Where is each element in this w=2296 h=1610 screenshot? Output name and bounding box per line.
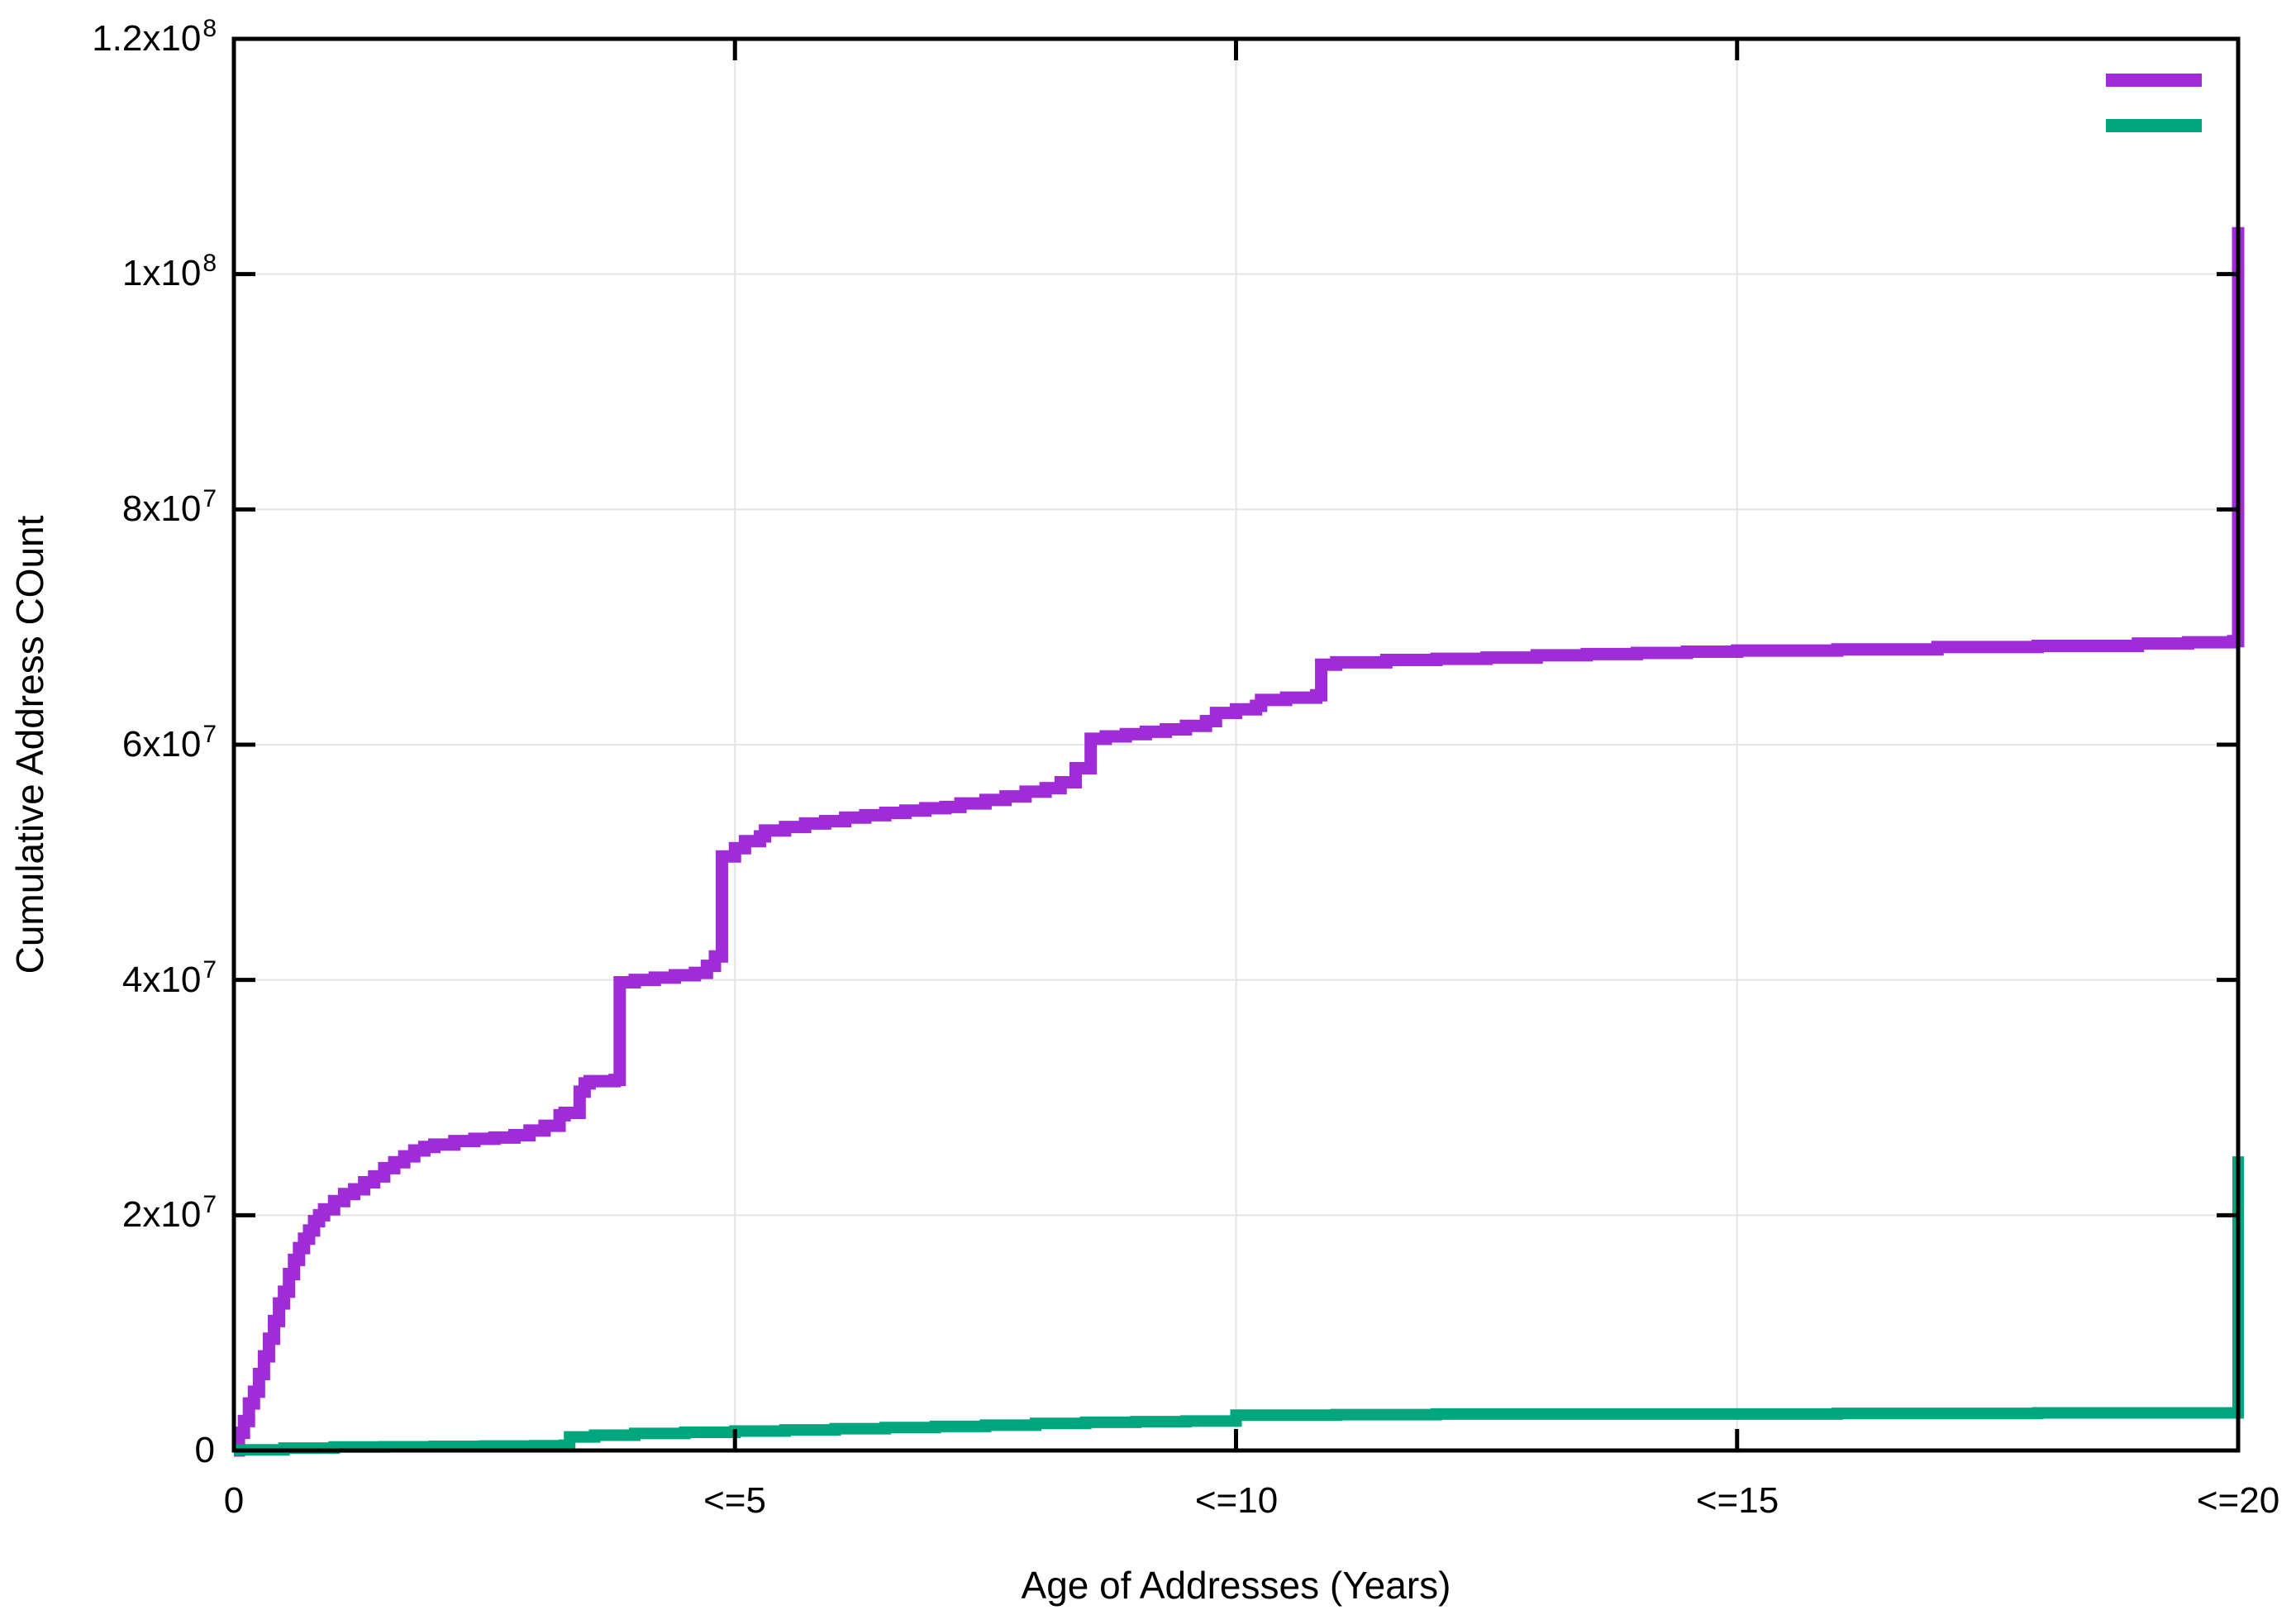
y-tick-exponent: 7 (202, 485, 217, 512)
x-tick-label: 0 (223, 1480, 245, 1521)
y-tick-text: 0 (194, 1430, 215, 1470)
y-tick-text: 1x10 (121, 253, 202, 293)
legend-swatch-transfer (2106, 119, 2202, 132)
y-tick-text: 1.2x10 (92, 18, 202, 59)
x-tick-label: <=20 (2196, 1480, 2280, 1521)
x-axis-title: Age of Addresses (Years) (1021, 1564, 1451, 1607)
x-tick-label: <=15 (1695, 1480, 1779, 1521)
x-tick-label: <=5 (703, 1480, 766, 1521)
y-tick-exponent: 7 (202, 1191, 217, 1218)
legend-swatch-advertised (2106, 74, 2202, 87)
y-tick-label: 0 (195, 1426, 217, 1475)
y-tick-text: 2x10 (121, 1194, 202, 1235)
y-tick-label: 8x107 (122, 484, 217, 534)
y-tick-exponent: 8 (202, 15, 217, 42)
y-tick-label: 1x108 (122, 249, 217, 298)
y-tick-exponent: 8 (202, 250, 217, 277)
y-axis-title-text: Cumulative Address COunt (8, 515, 51, 974)
y-tick-exponent: 7 (202, 956, 217, 984)
y-tick-label: 4x107 (122, 955, 217, 1005)
y-tick-text: 4x10 (121, 960, 202, 1000)
y-tick-text: 8x10 (121, 488, 202, 529)
y-tick-label: 1.2x108 (92, 14, 217, 64)
x-tick-label: <=10 (1194, 1480, 1279, 1521)
y-tick-label: 6x107 (122, 720, 217, 769)
y-tick-text: 6x10 (121, 724, 202, 765)
y-tick-exponent: 7 (202, 721, 217, 748)
y-tick-label: 2x107 (122, 1190, 217, 1240)
